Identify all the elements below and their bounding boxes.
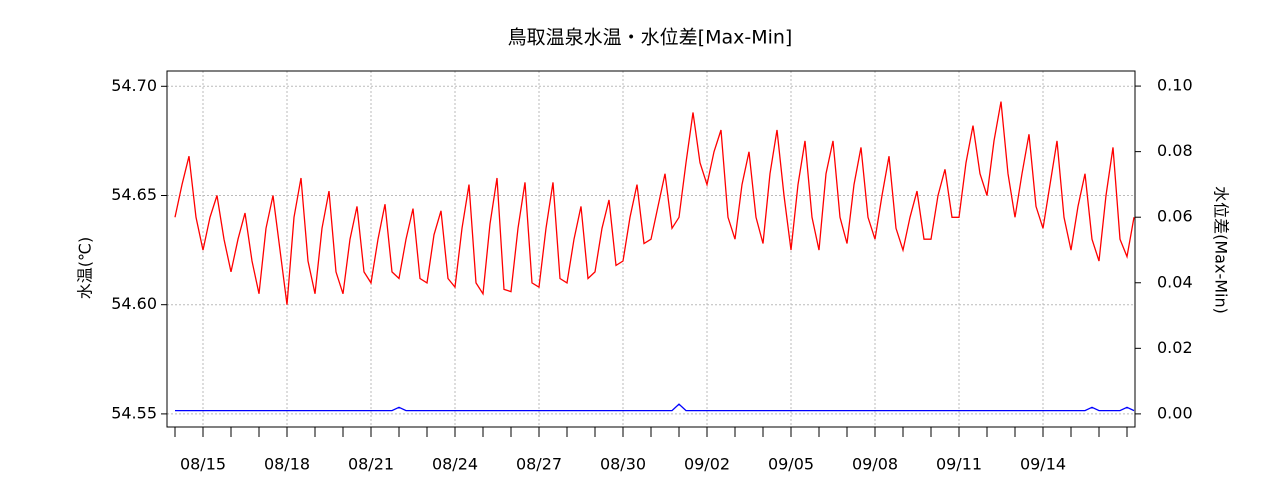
y2-axis-label: 水位差(Max-Min) [1212,186,1231,314]
x-tick-label: 09/02 [684,455,730,474]
x-tick-label: 08/27 [516,455,562,474]
chart-title: 鳥取温泉水温・水位差[Max-Min] [508,27,793,49]
y-axis-label: 水温(℃) [76,237,95,299]
x-tick-label: 09/11 [936,455,982,474]
y-tick-label: 54.70 [111,76,157,95]
data-line [174,101,1135,305]
x-tick-label: 09/08 [852,455,898,474]
x-tick-label: 08/30 [600,455,646,474]
data-line [175,403,1135,412]
x-tick-label: 08/15 [180,455,226,474]
y2-tick-label: 0.04 [1157,272,1193,291]
x-tick-label: 08/24 [432,455,478,474]
y-tick-label: 54.55 [111,403,157,422]
y2-tick-label: 0.02 [1157,338,1193,357]
y2-tick-label: 0.06 [1157,207,1193,226]
x-tick-label: 08/21 [348,455,394,474]
x-tick-label: 09/14 [1020,455,1066,474]
plot-frame [166,70,1136,428]
y-tick-label: 54.60 [111,294,157,313]
y-tick-label: 54.65 [111,185,157,204]
x-tick-label: 09/05 [768,455,814,474]
y2-tick-label: 0.08 [1157,141,1193,160]
y2-tick-label: 0.10 [1157,76,1193,95]
x-tick-label: 08/18 [264,455,310,474]
y2-tick-label: 0.00 [1157,403,1193,422]
